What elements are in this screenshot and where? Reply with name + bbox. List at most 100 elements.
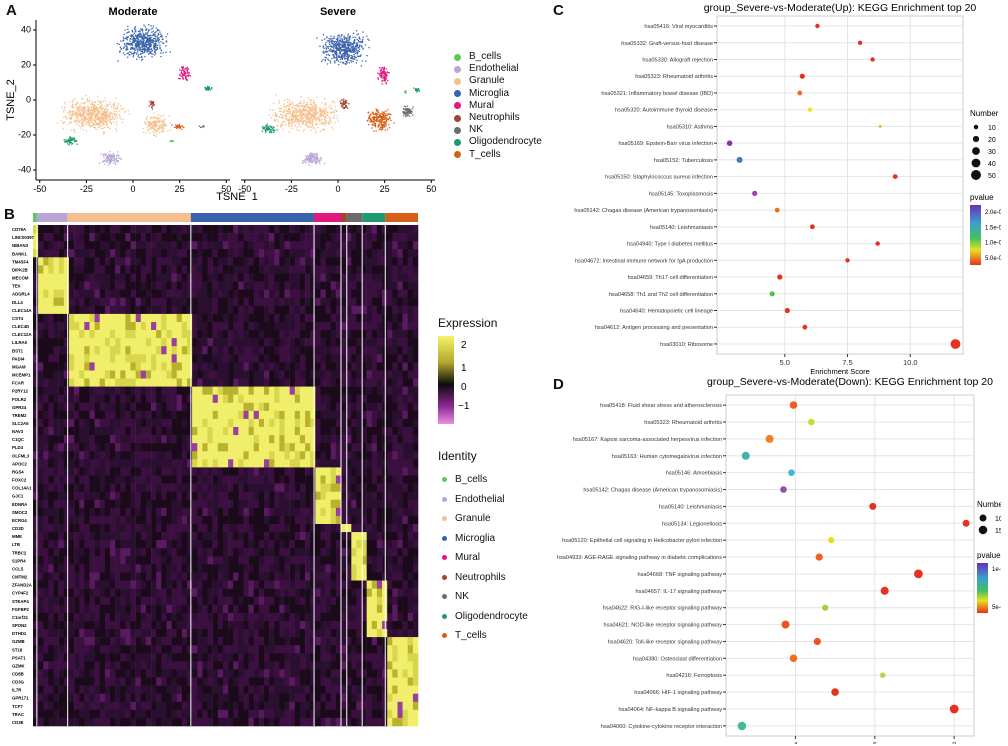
tsne-xtick: 25 [175,184,185,194]
legend-item: Endothelial [452,63,542,75]
legend-item: B_cells [440,470,528,490]
legend-swatch [442,535,447,541]
enrichment-point [741,451,750,460]
term-label: hsa05150: Staphylococcus aureus infectio… [605,175,713,181]
legend-swatch [442,496,447,502]
gene-label: NAV3 [12,429,24,434]
legend-item: Mural [440,548,528,568]
x-axis-label: Enrichment Score [810,367,870,374]
legend-item: Oligodendrocyte [452,136,542,148]
color-legend-label: 1e-04 [992,567,1001,573]
term-label: hsa04621: NOD-like receptor signaling pa… [604,623,723,629]
legend-swatch [442,594,447,600]
x-tick-label: 5.0 [780,358,790,367]
gene-label: BST1 [12,348,24,353]
size-legend-dot [971,170,981,180]
enrichment-point [807,107,813,112]
color-legend-label: 1.0e-06 [985,241,1001,247]
cluster-bar-segment [67,213,191,222]
gene-label: S1PR4 [12,558,26,563]
legend-item: Granule [440,509,528,529]
term-label: hsa05120: Epithelial cell signaling in H… [562,538,722,544]
cluster-bar-segment [190,213,315,222]
gene-label: IL7R [12,688,22,693]
color-legend-title: pvalue [977,551,1001,560]
enrichment-point [880,672,886,678]
enrichment-point [777,274,783,280]
legend-swatch [454,139,461,147]
tsne-ytick: 0 [26,94,31,104]
enrichment-point [736,156,743,163]
gene-label: STEAP4 [12,599,29,604]
gene-label: DLL4 [12,300,23,305]
enrichment-point [815,553,823,561]
legend-label: Microglia [455,532,496,544]
enrichment-point [880,586,889,595]
gene-label: CYP4F2 [12,591,29,596]
cluster-bar-segment [33,213,37,222]
term-label: hsa05418: Fluid shear stress and atheros… [600,403,722,409]
gene-label: RGS4 [12,470,24,475]
legend-label: NK [469,124,483,136]
color-legend-label: 5.0e-07 [985,256,1001,262]
term-label: hsa05321: Inflammatory bowel disease (IB… [601,91,713,97]
size-legend-dot [972,135,980,143]
x-tick-label: 4 [793,740,797,744]
legend-item: T_cells [452,149,542,161]
gene-label: CLEC14A [12,308,32,313]
legend-label: Granule [469,75,505,87]
expression-tick: 0 [461,382,467,393]
gene-label: GZMB [12,639,25,644]
legend-swatch [454,151,461,159]
size-legend-dot [979,514,987,522]
legend-item: NK [452,124,542,136]
expression-tick: 1 [461,363,467,374]
term-label: hsa04066: HIF-1 signaling pathway [634,690,722,696]
gene-label: DIPK2B [12,268,28,273]
term-label: hsa04640: Hematopoietic cell lineage [620,308,713,314]
enrichment-point [892,174,898,180]
legend-item: Neutrophils [440,568,528,588]
gene-label: CD79A [12,227,26,232]
legend-swatch [454,126,461,134]
gene-label: PADI4 [12,356,25,361]
gene-label: ECRG4 [12,518,27,523]
gene-label: LILRA5 [12,340,28,345]
gene-label: ST18 [12,647,23,652]
gene-label: TM4SF4 [12,259,29,264]
tsne-xtick: 0 [335,184,340,194]
enrichment-point [949,704,959,714]
x-tick-label: 8 [952,740,956,744]
term-label: hsa05145: Toxoplasmosis [649,191,713,197]
expression-title: Expression [438,316,498,330]
legend-swatch [454,90,461,98]
legend-item: Oligodendrocyte [440,607,528,627]
enrichment-point [752,190,758,196]
gene-label: CST4 [12,316,24,321]
gene-label: EDNRA [12,502,27,507]
term-label: hsa05134: Legionellosis [662,521,722,527]
tsne-xtick: -50 [33,184,46,194]
enrichment-point [769,291,775,297]
term-label: hsa04658: Th1 and Th2 cell differentiati… [609,292,713,298]
tsne-plot: Moderate Severe TSNE_2 TSNE_1 -50 -25 0 25 5… [5,6,436,200]
legend-swatch [442,574,447,580]
tsne-xtick: 0 [130,184,135,194]
gene-label: DTHD1 [12,631,27,636]
term-label: hsa04060: Cytokine-cytokine receptor int… [601,724,722,730]
gene-label: CMTM2 [12,575,28,580]
term-label: hsa04622: RIG-I-like receptor signaling … [603,606,723,612]
identity-legend-bottom: B_cells Endothelial Granule Microglia Mural N… [440,470,528,646]
gene-label: LTB [12,542,20,547]
gene-label: FGFBP2 [12,607,30,612]
gene-label: TRBC2 [12,550,27,555]
gene-label: P2RY12 [12,389,28,394]
term-label: hsa04216: Ferroptosis [666,673,722,679]
term-label: hsa05167: Kaposi sarcoma-associated herp… [573,437,722,443]
legend-swatch [442,516,447,522]
legend-item: NK [440,587,528,607]
tsne-xtick: 50 [221,184,231,194]
size-legend-dot [978,525,988,535]
term-label: hsa05142: Chagas disease (American trypa… [574,208,713,214]
x-tick-label: 10.0 [903,358,918,367]
